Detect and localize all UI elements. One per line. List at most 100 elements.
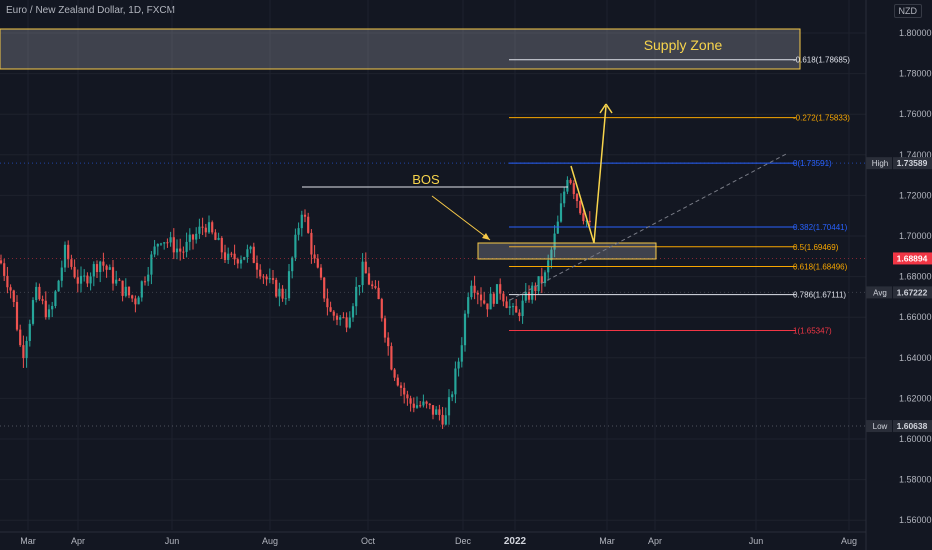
candle-body xyxy=(486,303,489,310)
fib-level-label: 0.382(1.70441) xyxy=(793,223,848,232)
candle-body xyxy=(102,261,105,266)
candle-body xyxy=(38,286,41,300)
candle-body xyxy=(502,293,505,302)
candle-body xyxy=(518,312,521,317)
candle-body xyxy=(278,288,281,297)
demand-zone-box[interactable] xyxy=(477,242,657,260)
fib-level-label: 0.5(1.69469) xyxy=(793,243,839,252)
candle-body xyxy=(207,222,211,233)
candle-body xyxy=(140,281,143,298)
price-tick-label: 1.56000 xyxy=(899,515,932,525)
candle-body xyxy=(137,297,140,305)
candle-body xyxy=(31,300,35,324)
candle-body xyxy=(403,387,406,395)
bos-arrow xyxy=(431,195,491,241)
candle-body xyxy=(239,259,243,264)
price-tick-label: 1.64000 xyxy=(899,353,932,363)
candle-body xyxy=(515,306,518,313)
candle-body xyxy=(585,220,588,222)
candle-body xyxy=(374,286,377,288)
candle-body xyxy=(492,293,495,304)
candle-body xyxy=(335,315,339,320)
candle-body xyxy=(0,260,3,264)
candle-body xyxy=(265,276,268,280)
candle-body xyxy=(476,292,479,295)
candle-body xyxy=(329,307,332,312)
candle-body xyxy=(425,401,428,404)
time-tick-label: Aug xyxy=(262,536,278,546)
candle-body xyxy=(495,284,499,304)
candle-body xyxy=(198,226,201,234)
price-tick-label: 1.66000 xyxy=(899,312,932,322)
bos-arrow-head xyxy=(482,233,490,240)
candle-body xyxy=(3,263,6,276)
candle-body xyxy=(380,299,383,319)
candle-body xyxy=(505,301,508,308)
time-tick-label: Apr xyxy=(71,536,85,546)
candle-body xyxy=(553,233,556,250)
candle-body xyxy=(111,267,115,284)
candle-body xyxy=(566,179,569,192)
candle-body xyxy=(412,403,415,408)
price-tick-label: 1.68000 xyxy=(899,272,932,282)
price-badge-name: Avg xyxy=(873,288,887,297)
candle-body xyxy=(127,286,131,296)
bos-label: BOS xyxy=(412,172,440,187)
candle-body xyxy=(214,232,217,240)
candle-body xyxy=(319,267,323,278)
candle-body xyxy=(47,309,51,318)
candle-body xyxy=(489,293,492,310)
candle-body xyxy=(521,300,524,317)
candle-body xyxy=(195,233,198,240)
candle-body xyxy=(281,288,284,299)
supply-zone-label: Supply Zone xyxy=(644,37,723,53)
time-tick-label: Apr xyxy=(648,536,662,546)
fib-level-label: 1(1.65347) xyxy=(793,326,832,335)
candle-body xyxy=(428,403,431,406)
time-tick-label: 2022 xyxy=(504,536,527,547)
price-tick-label: 1.62000 xyxy=(899,393,932,403)
supply-zone-box[interactable] xyxy=(0,28,801,70)
candle-body xyxy=(89,276,92,284)
time-tick-label: Aug xyxy=(841,536,857,546)
candle-body xyxy=(262,276,265,278)
price-tick-label: 1.58000 xyxy=(899,475,932,485)
candle-body xyxy=(60,267,63,281)
candle-body xyxy=(79,275,83,284)
candle-body xyxy=(169,237,172,243)
candle-body xyxy=(233,253,236,260)
candle-body xyxy=(390,346,393,370)
candle-body xyxy=(220,237,223,253)
candle-body xyxy=(470,285,473,298)
candle-body xyxy=(41,299,44,301)
candle-body xyxy=(543,272,547,284)
candle-body xyxy=(431,405,435,415)
price-badge-value: 1.60638 xyxy=(897,421,928,431)
candle-body xyxy=(534,285,537,292)
price-tick-label: 1.78000 xyxy=(899,69,932,79)
price-badge-value: 1.73589 xyxy=(897,158,928,168)
price-badge-bg xyxy=(893,420,932,433)
candle-body xyxy=(383,318,387,338)
candle-body xyxy=(569,179,572,184)
candle-body xyxy=(313,254,316,259)
candle-body xyxy=(387,337,390,347)
candle-body xyxy=(86,275,89,284)
price-badge-bg xyxy=(893,252,932,265)
candle-body xyxy=(156,243,159,247)
price-badge-bg xyxy=(893,157,932,170)
candle-body xyxy=(339,317,342,320)
candle-body xyxy=(438,409,441,415)
price-badge-bg xyxy=(893,286,932,299)
candle-body xyxy=(441,414,444,425)
candle-body xyxy=(537,276,540,292)
candle-body xyxy=(275,279,278,297)
candle-body xyxy=(444,415,447,425)
candle-body xyxy=(83,275,86,277)
price-tick-label: 1.72000 xyxy=(899,190,932,200)
candle-body xyxy=(70,259,73,267)
currency-badge[interactable]: NZD xyxy=(893,4,922,18)
price-tick-label: 1.76000 xyxy=(899,109,932,119)
